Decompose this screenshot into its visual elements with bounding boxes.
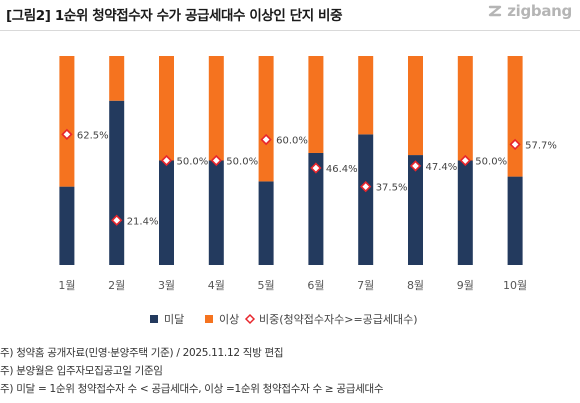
- ratio-data-label: 57.7%: [525, 140, 557, 151]
- legend-label-above: 이상: [219, 313, 239, 326]
- x-tick-label: 7월: [357, 279, 374, 292]
- x-tick-label: 6월: [307, 279, 324, 292]
- legend-label-below: 미달: [164, 313, 184, 326]
- bar-above: [258, 56, 274, 182]
- footnote: 주) 청약홈 공개자료(민영·분양주택 기준) / 2025.11.12 직방 …: [0, 347, 284, 359]
- bar-above: [408, 56, 423, 156]
- footnote: 주) 미달 = 1순위 청약접수자 수 < 공급세대수, 이상 =1순위 청약접…: [0, 383, 384, 395]
- x-tick-label: 4월: [208, 279, 225, 292]
- brand-name: zigbang: [507, 2, 572, 20]
- x-tick-label: 1월: [58, 279, 75, 292]
- legend-label-ratio: 비중(청약접수자수>=공급세대수): [259, 312, 418, 326]
- header-divider: [0, 30, 580, 31]
- bar-below: [308, 152, 324, 265]
- bar-below: [507, 176, 523, 265]
- bar-above: [308, 56, 324, 153]
- bar-below: [358, 134, 374, 265]
- ratio-marker: [459, 154, 471, 167]
- ratio-marker: [61, 128, 73, 141]
- x-tick-label: 5월: [258, 279, 275, 292]
- x-tick-label: 10월: [503, 279, 527, 292]
- brand-logo: zigbang: [487, 2, 572, 20]
- ratio-marker: [310, 162, 322, 174]
- ratio-data-label: 21.4%: [127, 216, 159, 227]
- footnote: 주) 분양월은 입주자모집공고일 기준임: [0, 365, 163, 377]
- bar-below: [59, 186, 75, 265]
- bar-above: [507, 56, 523, 177]
- ratio-data-label: 60.0%: [276, 136, 308, 147]
- x-tick-label: 9월: [457, 279, 474, 292]
- bar-above: [457, 56, 473, 161]
- legend-swatch-below: [150, 315, 158, 323]
- ratio-marker: [360, 180, 372, 193]
- x-tick-label: 2월: [108, 279, 125, 292]
- ratio-data-label: 47.4%: [426, 162, 458, 173]
- bar-below: [109, 100, 125, 265]
- bar-above: [59, 56, 75, 187]
- ratio-marker: [210, 154, 222, 167]
- ratio-data-label: 50.0%: [177, 157, 209, 168]
- ratio-data-label: 37.5%: [376, 183, 408, 194]
- ratio-data-label: 50.0%: [226, 157, 258, 168]
- x-tick-label: 8월: [407, 279, 424, 292]
- bar-below: [208, 160, 224, 265]
- ratio-marker: [111, 214, 123, 226]
- bar-above: [358, 56, 374, 135]
- x-tick-label: 3월: [158, 279, 175, 292]
- legend-swatch-above: [205, 315, 213, 323]
- ratio-data-label: 50.0%: [475, 157, 507, 168]
- ratio-marker: [260, 133, 272, 146]
- bar-above: [159, 56, 174, 161]
- legend-swatch-ratio: [244, 313, 256, 325]
- bar-above: [208, 56, 224, 161]
- ratio-chart: 1월 2월 3월 4월 5월 6월 7월 8월 9월 10월 62.5% 21.4% 50.0% 50.0…: [58, 56, 557, 326]
- bar-below: [408, 155, 423, 265]
- ratio-marker: [409, 160, 422, 172]
- page-title: [그림2] 1순위 청약접수자 수가 공급세대수 이상인 단지 비중: [6, 8, 343, 24]
- ratio-data-label: 46.4%: [326, 164, 358, 175]
- zigbang-logo-icon: [489, 5, 502, 17]
- bar-below: [457, 160, 473, 265]
- bar-below: [258, 181, 274, 265]
- footnotes: 주) 청약홈 공개자료(민영·분양주택 기준) / 2025.11.12 직방 …: [0, 344, 384, 398]
- bar-above: [109, 56, 125, 101]
- ratio-data-label: 62.5%: [77, 130, 109, 141]
- ratio-marker: [509, 138, 521, 151]
- ratio-marker: [160, 154, 173, 167]
- bar-below: [159, 160, 174, 265]
